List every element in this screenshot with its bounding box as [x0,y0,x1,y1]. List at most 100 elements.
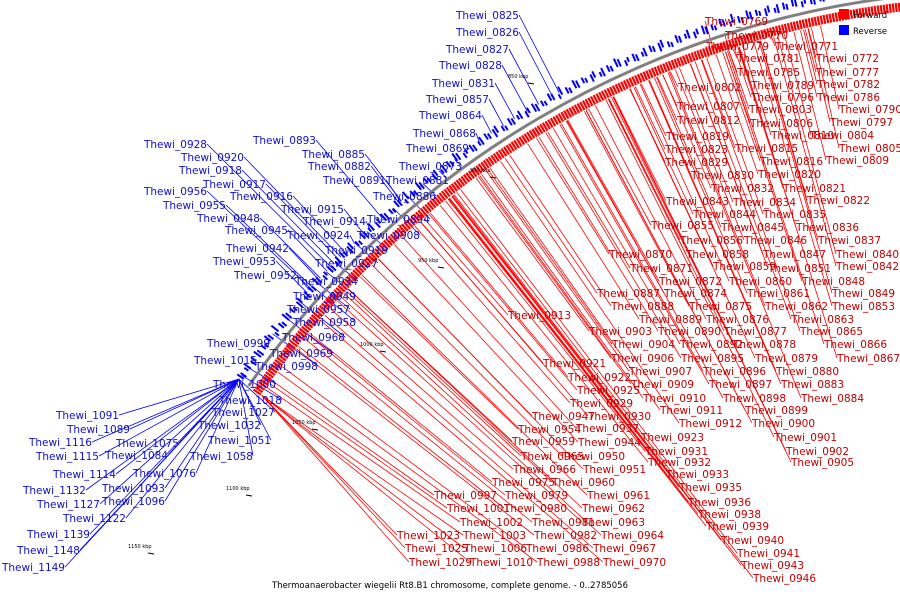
forward-gene-label[interactable]: Thewi_0810 [770,130,834,142]
forward-gene-label[interactable]: Thewi_0863 [790,314,854,326]
reverse-gene-label[interactable]: Thewi_1132 [22,485,86,497]
forward-gene-label[interactable]: Thewi_0790 [838,104,900,116]
reverse-gene-label[interactable]: Thewi_0924 [286,230,350,242]
forward-gene-label[interactable]: Thewi_0979 [504,490,568,502]
forward-gene-label[interactable]: Thewi_0834 [732,197,796,209]
reverse-gene-label[interactable]: Thewi_1096 [101,496,165,508]
forward-gene-label[interactable]: Thewi_0847 [762,249,826,261]
forward-gene-label[interactable]: Thewi_0963 [581,517,645,529]
forward-gene-label[interactable]: Thewi_1003 [462,530,526,542]
forward-gene-label[interactable]: Thewi_0962 [581,503,645,515]
reverse-gene-label[interactable]: Thewi_0952 [233,270,297,282]
forward-gene-label[interactable]: Thewi_1010 [469,557,533,569]
forward-gene-label[interactable]: Thewi_0975 [491,477,555,489]
reverse-gene-label[interactable]: Thewi_0894 [366,214,430,226]
reverse-gene-label[interactable]: Thewi_1058 [189,451,253,463]
reverse-gene-label[interactable]: Thewi_0955 [162,200,226,212]
reverse-gene-label[interactable]: Thewi_0886 [372,191,436,203]
reverse-gene-label[interactable]: Thewi_0945 [224,225,288,237]
forward-gene-label[interactable]: Thewi_0821 [782,183,846,195]
reverse-gene-label[interactable]: Thewi_0828 [438,60,502,72]
forward-gene-label[interactable]: Thewi_0967 [592,543,656,555]
reverse-gene-label[interactable]: Thewi_1127 [36,499,100,511]
forward-gene-label[interactable]: Thewi_0782 [816,79,880,91]
forward-gene-label[interactable]: Thewi_0892 [679,339,743,351]
forward-gene-label[interactable]: Thewi_0832 [710,183,774,195]
forward-gene-label[interactable]: Thewi_0836 [795,222,859,234]
forward-gene-label[interactable]: Thewi_0876 [705,314,769,326]
forward-gene-label[interactable]: Thewi_0911 [659,405,723,417]
forward-gene-label[interactable]: Thewi_0855 [650,220,714,232]
forward-gene-label[interactable]: Thewi_0875 [688,301,752,313]
forward-gene-label[interactable]: Thewi_0861 [746,288,810,300]
reverse-gene-label[interactable]: Thewi_0881 [385,175,449,187]
forward-gene-label[interactable]: Thewi_0923 [640,432,704,444]
forward-gene-label[interactable]: Thewi_0913 [507,310,571,322]
forward-gene-label[interactable]: Thewi_0964 [600,530,664,542]
reverse-gene-label[interactable]: Thewi_1139 [26,529,90,541]
forward-gene-label[interactable]: Thewi_0931 [644,446,708,458]
forward-gene-label[interactable]: Thewi_0867 [836,353,900,365]
reverse-gene-label[interactable]: Thewi_0826 [455,27,519,39]
forward-gene-label[interactable]: Thewi_0846 [743,235,807,247]
forward-gene-label[interactable]: Thewi_0880 [775,366,839,378]
reverse-gene-label[interactable]: Thewi_0891 [322,175,386,187]
forward-gene-label[interactable]: Thewi_0769 [704,16,768,28]
forward-gene-label[interactable]: Thewi_0986 [525,543,589,555]
forward-gene-label[interactable]: Thewi_0900 [751,418,815,430]
reverse-gene-label[interactable]: Thewi_0953 [212,256,276,268]
forward-gene-label[interactable]: Thewi_0980 [503,503,567,515]
forward-gene-label[interactable]: Thewi_0781 [736,53,800,65]
forward-gene-label[interactable]: Thewi_0944 [577,437,641,449]
forward-gene-label[interactable]: Thewi_0878 [732,339,796,351]
forward-gene-label[interactable]: Thewi_0903 [588,326,652,338]
forward-gene-label[interactable]: Thewi_0950 [561,451,625,463]
reverse-gene-label[interactable]: Thewi_0934 [294,276,358,288]
reverse-gene-label[interactable]: Thewi_1149 [1,562,65,574]
forward-gene-label[interactable]: Thewi_0966 [512,464,576,476]
forward-gene-label[interactable]: Thewi_0823 [664,144,728,156]
forward-gene-label[interactable]: Thewi_0862 [764,301,828,313]
forward-gene-label[interactable]: Thewi_0888 [610,301,674,313]
forward-gene-label[interactable]: Thewi_0887 [596,288,660,300]
forward-gene-label[interactable]: Thewi_0954 [517,424,581,436]
reverse-gene-label[interactable]: Thewi_0908 [356,230,420,242]
forward-gene-label[interactable]: Thewi_0802 [677,82,741,94]
forward-gene-label[interactable]: Thewi_0843 [665,196,729,208]
forward-gene-label[interactable]: Thewi_0879 [754,353,818,365]
reverse-gene-label[interactable]: Thewi_1018 [218,395,282,407]
forward-gene-label[interactable]: Thewi_0936 [687,497,751,509]
forward-gene-label[interactable]: Thewi_1023 [396,530,460,542]
forward-gene-label[interactable]: Thewi_0870 [608,249,672,261]
forward-gene-label[interactable]: Thewi_0943 [740,560,804,572]
forward-gene-label[interactable]: Thewi_0951 [582,464,646,476]
reverse-gene-label[interactable]: Thewi_1148 [16,545,80,557]
forward-gene-label[interactable]: Thewi_0835 [762,209,826,221]
reverse-gene-label[interactable]: Thewi_1051 [207,435,271,447]
reverse-gene-label[interactable]: Thewi_1084 [104,450,168,462]
forward-gene-label[interactable]: Thewi_0842 [835,261,899,273]
forward-gene-label[interactable]: Thewi_0906 [610,353,674,365]
forward-gene-label[interactable]: Thewi_0905 [790,457,854,469]
reverse-gene-label[interactable]: Thewi_1091 [55,410,119,422]
forward-gene-label[interactable]: Thewi_0930 [587,411,651,423]
forward-gene-label[interactable]: Thewi_0961 [586,490,650,502]
forward-gene-label[interactable]: Thewi_0890 [657,326,721,338]
forward-gene-label[interactable]: Thewi_0898 [722,393,786,405]
reverse-gene-label[interactable]: Thewi_0882 [307,161,371,173]
reverse-gene-label[interactable]: Thewi_0864 [418,110,482,122]
forward-gene-label[interactable]: Thewi_0935 [678,482,742,494]
forward-gene-label[interactable]: Thewi_0779 [705,41,769,53]
forward-gene-label[interactable]: Thewi_0895 [680,353,744,365]
forward-gene-label[interactable]: Thewi_0796 [750,92,814,104]
forward-gene-label[interactable]: Thewi_1001 [446,503,510,515]
forward-gene-label[interactable]: Thewi_0771 [774,41,838,53]
forward-gene-label[interactable]: Thewi_0940 [720,535,784,547]
reverse-gene-label[interactable]: Thewi_0949 [292,291,356,303]
reverse-gene-label[interactable]: Thewi_1114 [52,469,116,481]
reverse-gene-label[interactable]: Thewi_0893 [252,135,316,147]
forward-gene-label[interactable]: Thewi_0837 [817,235,881,247]
forward-gene-label[interactable]: Thewi_0872 [658,276,722,288]
forward-gene-label[interactable]: Thewi_0970 [602,557,666,569]
forward-gene-label[interactable]: Thewi_0804 [810,130,874,142]
